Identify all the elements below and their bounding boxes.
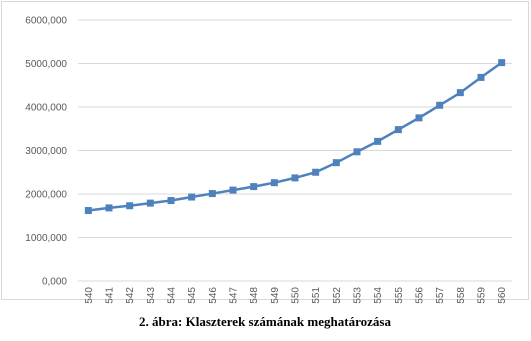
y-tick-label: 6000,000 — [25, 16, 67, 27]
x-tick-label: 553 — [353, 287, 364, 304]
x-tick-label: 558 — [456, 287, 467, 304]
x-tick-label: 560 — [497, 287, 508, 304]
caption: 2. ábra: Klaszterek számának meghatározá… — [139, 314, 391, 329]
x-tick-label: 550 — [291, 287, 302, 304]
data-point — [374, 137, 382, 145]
data-point — [456, 89, 464, 97]
data-point — [270, 179, 278, 187]
data-point — [250, 183, 258, 191]
y-tick-label: 1000,000 — [25, 233, 67, 244]
data-point — [291, 174, 299, 182]
x-tick-label: 552 — [332, 287, 343, 304]
data-point — [167, 197, 175, 205]
x-tick-label: 542 — [125, 287, 136, 304]
data-point — [126, 202, 134, 210]
data-point — [146, 199, 154, 207]
data-point — [105, 204, 113, 212]
data-point — [353, 148, 361, 156]
x-tick-label: 540 — [84, 287, 95, 304]
data-point — [332, 159, 340, 167]
y-tick-label: 5000,000 — [25, 59, 67, 70]
x-tick-label: 543 — [146, 287, 157, 304]
data-point — [477, 73, 485, 81]
data-point — [312, 168, 320, 176]
x-tick-label: 554 — [373, 287, 384, 304]
y-tick-label: 4000,000 — [25, 103, 67, 114]
x-tick-label: 541 — [105, 287, 116, 304]
data-point — [188, 193, 196, 201]
x-tick-label: 557 — [435, 287, 446, 304]
data-point — [229, 186, 237, 194]
data-point — [84, 207, 92, 215]
y-tick-label: 0,000 — [42, 277, 67, 288]
x-tick-label: 544 — [167, 287, 178, 304]
x-tick-label: 546 — [208, 287, 219, 304]
data-point — [498, 59, 506, 67]
data-point — [394, 126, 402, 134]
x-tick-label: 547 — [229, 287, 240, 304]
x-tick-label: 551 — [311, 287, 322, 304]
x-tick-label: 545 — [187, 287, 198, 304]
x-tick-label: 559 — [477, 287, 488, 304]
x-tick-label: 549 — [270, 287, 281, 304]
data-point — [208, 190, 216, 198]
y-tick-label: 3000,000 — [25, 146, 67, 157]
data-point — [415, 114, 423, 122]
x-tick-label: 555 — [394, 287, 405, 304]
data-point — [436, 101, 444, 109]
x-tick-label: 556 — [415, 287, 426, 304]
x-tick-label: 548 — [249, 287, 260, 304]
y-tick-label: 2000,000 — [25, 190, 67, 201]
